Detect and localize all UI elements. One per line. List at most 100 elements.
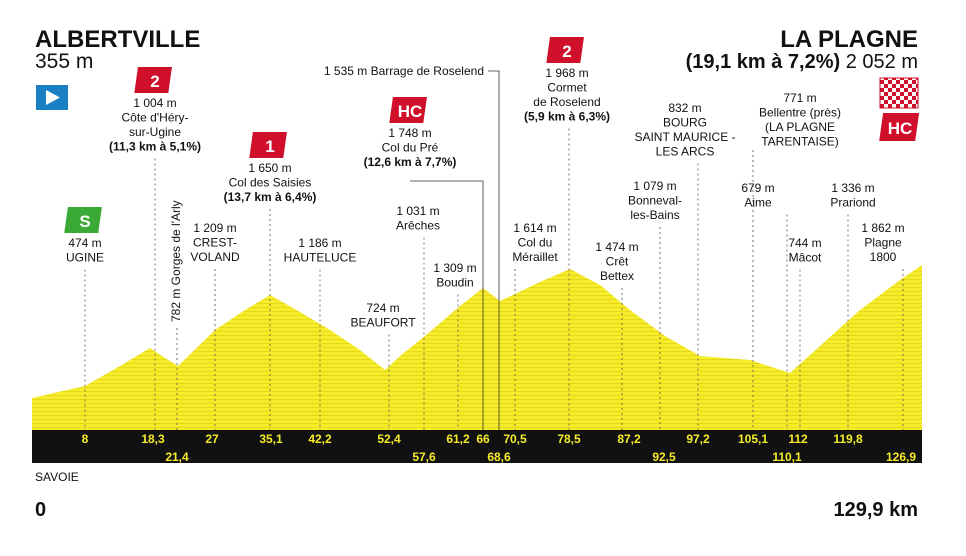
region: SAVOIE [35,470,79,484]
waypoint-label: 679 m [741,181,774,195]
climb-info: (13,7 km à 6,4%) [224,190,317,204]
total-distance: 129,9 km [833,499,918,521]
guide-line [410,180,484,430]
km-bar [32,430,922,463]
badge-bg [134,67,172,93]
waypoint-label: 474 m [68,236,101,250]
waypoint-label: Bonneval- [628,194,682,208]
km-marker: 8 [82,432,89,446]
km-marker: 68,6 [487,450,511,464]
waypoint-label: Col du Pré [382,141,439,155]
waypoint-label: 1800 [870,250,897,264]
waypoint-label: 1 474 m [595,240,638,254]
finish-climb: (19,1 km à 7,2%) [686,51,841,73]
km-marker: 42,2 [308,432,332,446]
km-marker: 35,1 [259,432,283,446]
waypoint-label: 1 968 m [545,66,588,80]
waypoint-label: 832 m [668,101,701,115]
badge: 1 [265,137,274,156]
waypoint-label: UGINE [66,251,104,265]
waypoint-label: les-Bains [630,208,679,222]
badge: 2 [562,42,571,61]
km-marker: 126,9 [886,450,916,464]
waypoint-label: (LA PLAGNE [765,120,835,134]
finish-badge-bg [879,113,920,141]
waypoint-label: 724 m [366,301,399,315]
waypoint-label: 771 m [783,91,816,105]
badge: 2 [150,72,159,91]
waypoint-label: Arêches [396,219,440,233]
climb-info: (11,3 km à 5,1%) [109,140,201,154]
waypoint-label: BOURG [663,116,707,130]
km-marker: 112 [788,432,808,446]
waypoint-label: Prariond [830,196,875,210]
start-altitude: 355 m [35,50,93,73]
start-name: ALBERTVILLE [35,26,200,53]
waypoint-label: BEAUFORT [350,316,416,330]
waypoint-label: 1 535 m Barrage de Roselend [324,64,484,78]
waypoint-label: 744 m [788,236,821,250]
waypoint-label: 1 209 m [193,221,236,235]
waypoint-label: 1 079 m [633,179,676,193]
badge-bg [389,97,427,123]
km-marker: 66 [476,432,490,446]
km-marker: 78,5 [557,432,581,446]
waypoint-label: 1 336 m [831,181,874,195]
waypoint-label: 1 309 m [433,261,476,275]
start-km: 0 [35,499,46,521]
waypoint-label: TARENTAISE) [761,135,839,149]
waypoint-label: Plagne [864,236,902,250]
km-marker: 110,1 [772,450,802,464]
climb-info: (5,9 km à 6,3%) [524,110,610,124]
waypoint-label: 782 m Gorges de l'Arly [169,200,183,322]
finish-info: (19,1 km à 7,2%) 2 052 m [686,51,918,73]
km-marker: 70,5 [503,432,527,446]
waypoint-label: Col du [518,236,553,250]
guide-lines [84,70,904,430]
badge: S [79,212,90,231]
waypoint-label: 1 862 m [861,221,904,235]
km-marker: 27 [205,432,219,446]
badge-bg [249,132,287,158]
km-marker: 92,5 [652,450,676,464]
badge-bg [546,37,584,63]
waypoint-label: Col des Saisies [229,176,312,190]
waypoint-label: Bellentre (près) [759,106,841,120]
km-marker: 52,4 [377,432,401,446]
guide-line [488,70,500,430]
badge: HC [398,102,423,121]
km-marker: 61,2 [446,432,470,446]
km-marker: 21,4 [165,450,189,464]
waypoint-label: 1 186 m [298,236,341,250]
finish-flag [879,77,919,109]
waypoint-label: 1 004 m [133,96,176,110]
waypoint-label: Méraillet [512,250,558,264]
waypoint-label: HAUTELUCE [284,251,357,265]
km-marker: 18,3 [141,432,165,446]
waypoint-label: 1 031 m [396,204,439,218]
waypoint-label: Côte d'Héry- [122,111,189,125]
waypoint-label: Crêt [606,255,629,269]
finish-badge: HC [888,119,913,138]
km-marker: 119,8 [833,432,863,446]
waypoint-label: 1 748 m [388,126,431,140]
waypoint-label: Boudin [436,276,473,290]
finish-altitude: 2 052 m [846,51,918,73]
climb-info: (12,6 km à 7,7%) [364,155,457,169]
km-marker: 97,2 [686,432,710,446]
waypoint-label: 1 614 m [513,221,556,235]
badge-bg [64,207,102,233]
start-arrow [46,90,60,105]
km-marker: 87,2 [617,432,641,446]
waypoint-label: de Roselend [533,95,600,109]
waypoint-label: SAINT MAURICE - [634,130,735,144]
waypoint-label: VOLAND [190,250,240,264]
waypoint-label: Aime [744,196,772,210]
elevation-profile [32,265,922,430]
waypoint-label: sur-Ugine [129,125,181,139]
km-marker: 57,6 [412,450,436,464]
waypoint-label: CREST- [193,236,237,250]
waypoint-label: 1 650 m [248,161,291,175]
